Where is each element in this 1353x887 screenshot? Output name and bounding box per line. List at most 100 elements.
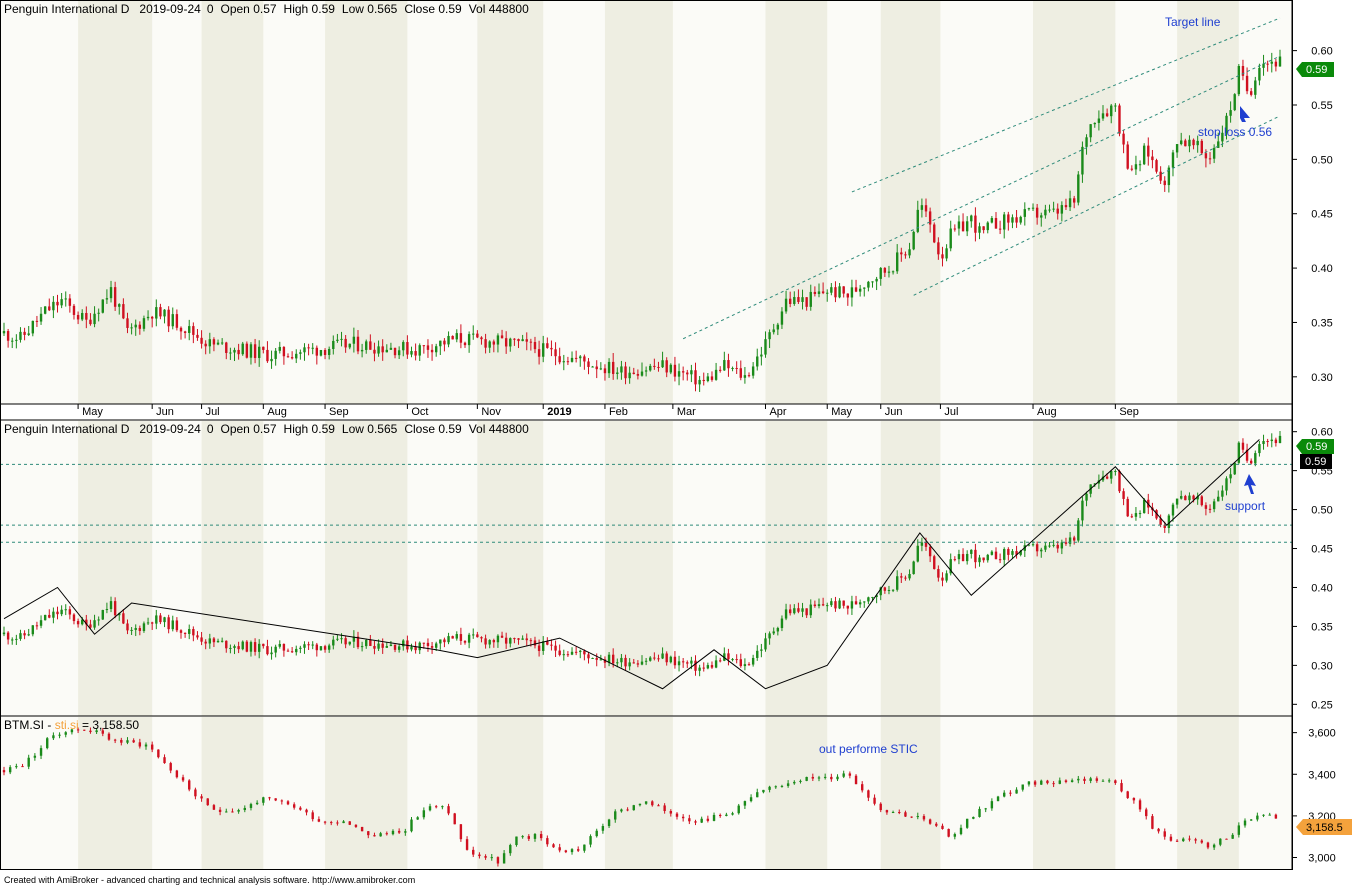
pane3-candle-body xyxy=(873,797,876,804)
pane1-candle-body xyxy=(867,281,870,288)
pane3-candle-body xyxy=(552,844,555,848)
pane1-candle-body xyxy=(657,366,660,368)
pane3-candle-body xyxy=(922,816,926,820)
pane2-candle-body xyxy=(23,633,26,636)
pane3-candle-body xyxy=(27,757,30,767)
pane2-candle-body xyxy=(434,643,438,648)
pane3-price-tag-text: 3,158.5 xyxy=(1306,822,1343,834)
pane1-candle-body xyxy=(673,364,677,377)
pane3-candle-body xyxy=(509,845,512,854)
pane3-candle-body xyxy=(669,811,673,814)
pane1-candle-body xyxy=(1126,144,1129,169)
pane2-candle-body xyxy=(15,638,18,640)
pane1-candle-body xyxy=(439,340,442,347)
pane1-candle-body xyxy=(723,360,726,371)
pane1-candle-body xyxy=(537,349,541,357)
pane1-candle-body xyxy=(1249,91,1253,95)
pane2-candle-body xyxy=(1003,549,1006,560)
pane1-candle-body xyxy=(805,297,808,307)
pane2-candle-body xyxy=(908,574,911,579)
pane3-candle-body xyxy=(515,836,518,846)
month-band xyxy=(325,1,408,404)
footer-bg xyxy=(0,870,1353,887)
pane1-candle-body xyxy=(640,371,644,376)
pane1-candle-body xyxy=(1105,113,1109,117)
pane1-candle-body xyxy=(1270,61,1273,64)
pane2-candle-body xyxy=(208,638,212,644)
pane2-candle-body xyxy=(887,589,891,591)
pane3-candle-body xyxy=(706,818,710,821)
pane3-ytick-label: 3,400 xyxy=(1308,769,1336,781)
pane1-candle-body xyxy=(1221,132,1224,142)
pane2-candle-body xyxy=(566,654,570,656)
pane2-candle-body xyxy=(393,644,397,650)
pane1-candle-body xyxy=(949,228,952,249)
pane1-candle-body xyxy=(1093,122,1096,125)
pane1-candle-body xyxy=(23,331,26,335)
pane3-candle-body xyxy=(1132,797,1136,801)
pane2-candle-body xyxy=(196,635,199,638)
pane1-candle-body xyxy=(447,335,450,345)
pane2-candle-body xyxy=(965,553,969,562)
pane3-candle-body xyxy=(157,749,160,758)
pane2-candle-body xyxy=(953,559,957,561)
pane2-candle-body xyxy=(89,624,92,628)
pane3-candle-body xyxy=(725,814,728,816)
pane1-candle-body xyxy=(644,370,648,372)
pane3-candle-body xyxy=(132,740,135,743)
pane2-candle-body xyxy=(1184,496,1187,501)
pane2-candle-body xyxy=(1035,544,1039,552)
pane3-candle-body xyxy=(46,738,49,749)
pane1-candle-body xyxy=(385,349,388,353)
pane2-candle-body xyxy=(1064,542,1068,544)
pane2-candle-body xyxy=(702,667,705,669)
pane2-candle-body xyxy=(381,643,384,648)
pane2-candle-body xyxy=(216,640,220,643)
pane1-candle-body xyxy=(1171,152,1175,168)
pane3-candle-body xyxy=(700,818,703,823)
pane2-candle-body xyxy=(928,546,932,557)
pane2-candle-body xyxy=(1167,515,1171,528)
pane2-candle-body xyxy=(599,659,603,661)
pane2-candle-body xyxy=(496,635,500,643)
pane2-candle-body xyxy=(698,667,701,671)
pane1-candle-body xyxy=(315,347,319,356)
pane1-candle-body xyxy=(879,267,882,279)
pane3-candle-body xyxy=(95,730,98,733)
pane2-candle-body xyxy=(875,595,878,598)
pane3-candle-body xyxy=(570,849,574,853)
pane3-candle-body xyxy=(15,766,18,768)
pane3-candle-body xyxy=(206,798,209,806)
pane1-candle-body xyxy=(311,347,314,349)
pane2-candle-body xyxy=(504,637,508,644)
pane3-candle-body xyxy=(836,776,839,780)
pane2-candle-body xyxy=(27,634,30,636)
pane1-candle-body xyxy=(282,346,286,357)
pane3-candle-body xyxy=(780,785,784,787)
pane1-candle-body xyxy=(365,341,368,350)
pane2-candle-body xyxy=(402,640,405,647)
pane1-channel-line xyxy=(851,17,1281,193)
month-band xyxy=(477,1,544,404)
pane2-candle-body xyxy=(303,644,306,648)
pane1-candle-body xyxy=(933,224,936,243)
pane1-candle-body xyxy=(290,357,294,359)
pane2-candle-body xyxy=(858,602,862,605)
pane1-candle-body xyxy=(937,242,940,255)
pane2-candle-body xyxy=(266,646,269,655)
pane2-candle-body xyxy=(1270,439,1273,442)
pane2-candle-body xyxy=(327,645,331,650)
pane3-candle-body xyxy=(150,744,154,750)
pane3-candle-body xyxy=(1274,814,1278,819)
pane3-candle-body xyxy=(817,777,821,779)
pane3-candle-body xyxy=(1262,814,1265,816)
pane2-candle-body xyxy=(891,589,895,591)
pane1-candle-body xyxy=(595,366,598,370)
pane3-candle-body xyxy=(2,770,6,773)
pane1-candle-body xyxy=(105,298,109,300)
month-band xyxy=(325,421,408,716)
pane2-candle-body xyxy=(961,554,965,562)
pane3-candle-body xyxy=(478,854,481,857)
pane2-candle-body xyxy=(1077,520,1080,541)
chart-border xyxy=(0,0,1293,870)
